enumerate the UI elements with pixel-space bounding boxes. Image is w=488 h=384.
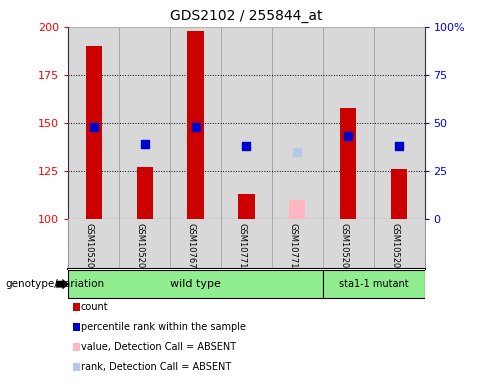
Text: GSM105203: GSM105203 xyxy=(85,223,94,273)
Bar xyxy=(170,27,221,219)
Point xyxy=(293,149,301,155)
Bar xyxy=(391,169,407,219)
Point xyxy=(192,124,200,130)
Bar xyxy=(85,46,102,219)
Bar xyxy=(340,108,356,219)
Text: GSM105205: GSM105205 xyxy=(339,223,348,273)
Text: sta1-1 mutant: sta1-1 mutant xyxy=(339,279,408,289)
Bar xyxy=(137,167,153,219)
Bar xyxy=(68,270,323,298)
Bar xyxy=(323,27,374,219)
Point xyxy=(90,124,98,130)
Text: value, Detection Call = ABSENT: value, Detection Call = ABSENT xyxy=(81,342,236,352)
Bar xyxy=(68,27,119,219)
Text: GSM105206: GSM105206 xyxy=(390,223,399,273)
Title: GDS2102 / 255844_at: GDS2102 / 255844_at xyxy=(170,9,323,23)
Bar xyxy=(238,194,255,219)
Bar xyxy=(119,27,170,219)
Text: GSM107712: GSM107712 xyxy=(288,223,297,274)
Point xyxy=(141,141,148,147)
Text: percentile rank within the sample: percentile rank within the sample xyxy=(81,322,246,332)
Text: GSM105204: GSM105204 xyxy=(136,223,144,273)
Bar xyxy=(374,27,425,219)
Text: count: count xyxy=(81,302,108,312)
Bar xyxy=(221,27,272,219)
Text: wild type: wild type xyxy=(170,279,221,289)
Bar xyxy=(187,31,203,219)
Bar xyxy=(289,200,305,219)
Bar xyxy=(272,27,323,219)
Text: genotype/variation: genotype/variation xyxy=(5,279,104,289)
Text: rank, Detection Call = ABSENT: rank, Detection Call = ABSENT xyxy=(81,362,231,372)
Text: GSM107711: GSM107711 xyxy=(238,223,246,274)
Text: GSM107670: GSM107670 xyxy=(186,223,196,274)
Bar xyxy=(323,270,425,298)
Point xyxy=(243,143,250,149)
Point xyxy=(395,143,403,149)
Point xyxy=(345,133,352,139)
